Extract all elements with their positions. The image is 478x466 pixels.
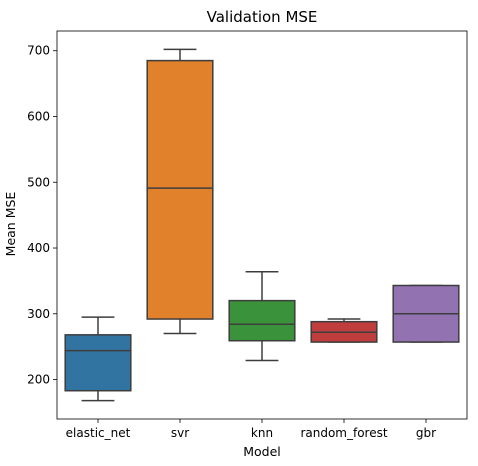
x-tick-label: knn (251, 426, 273, 440)
x-tick-label: svr (171, 426, 189, 440)
y-tick-label: 700 (27, 44, 50, 58)
box-knn (228, 299, 296, 342)
x-tick-label: random_forest (300, 426, 387, 440)
y-tick-label: 300 (27, 307, 50, 321)
y-tick-label: 400 (27, 241, 50, 255)
y-tick-label: 500 (27, 175, 50, 189)
box-elastic-net (64, 334, 132, 392)
box-svr (146, 59, 214, 320)
y-tick-label: 200 (27, 373, 50, 387)
chart-title: Validation MSE (207, 8, 318, 26)
x-tick-label: elastic_net (66, 426, 131, 440)
x-axis-label: Model (243, 444, 281, 459)
y-tick-label: 600 (27, 109, 50, 123)
y-axis-label: Mean MSE (3, 192, 18, 257)
x-tick-label: gbr (416, 426, 436, 440)
plot-area: 200 300 400 500 600 700 elastic_net svr knn rando… (27, 30, 468, 440)
